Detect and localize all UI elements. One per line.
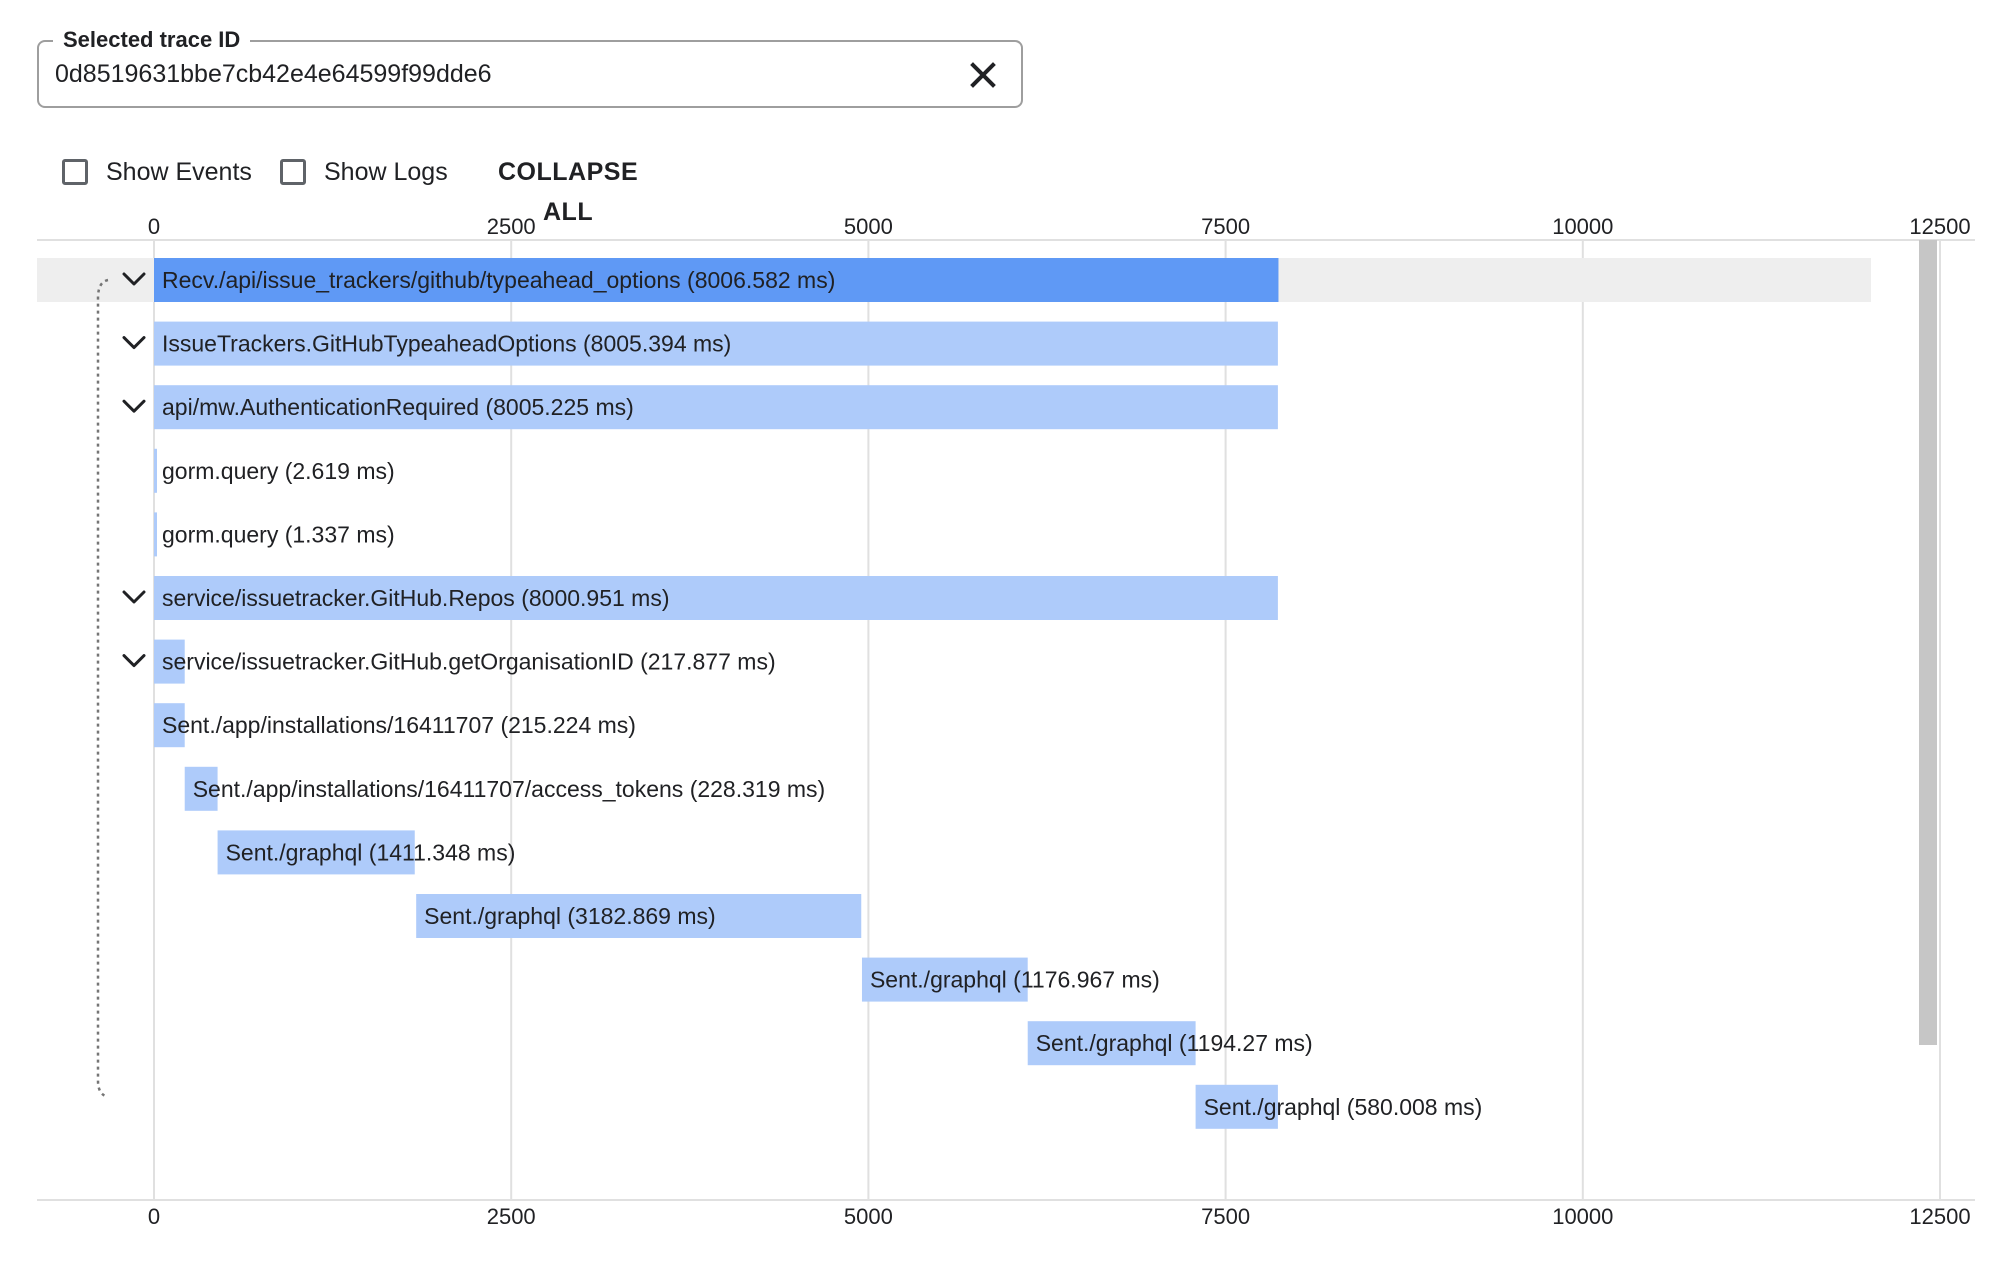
span-bar[interactable] — [1027, 1021, 1196, 1066]
span-bar[interactable] — [154, 321, 1278, 366]
span-bar[interactable] — [154, 639, 185, 684]
span-label[interactable]: IssueTrackers.GitHubTypeaheadOptions (80… — [162, 331, 731, 357]
bottom-tick-label: 10000 — [1552, 1204, 1613, 1229]
span-bar[interactable] — [861, 957, 1028, 1002]
show-events-checkbox[interactable] — [62, 159, 88, 185]
bottom-tick-label: 7500 — [1201, 1204, 1250, 1229]
bottom-tick-label: 2500 — [487, 1204, 536, 1229]
chevron-down-icon[interactable] — [122, 590, 146, 604]
span-label[interactable]: api/mw.AuthenticationRequired (8005.225 … — [162, 394, 634, 420]
span-label[interactable]: Sent./graphql (3182.869 ms) — [424, 903, 716, 929]
span-bar[interactable] — [416, 894, 862, 938]
bottom-tick-label: 12500 — [1909, 1204, 1970, 1229]
trace-id-label: Selected trace ID — [53, 26, 251, 54]
show-logs-label: Show Logs — [324, 157, 448, 186]
span-label[interactable]: service/issuetracker.GitHub.Repos (8000.… — [162, 585, 670, 611]
bottom-tick-label: 0 — [148, 1204, 160, 1229]
span-label[interactable]: service/issuetracker.GitHub.getOrganisat… — [162, 649, 776, 675]
close-icon — [970, 62, 996, 88]
chevron-down-icon[interactable] — [122, 272, 146, 286]
span-bar[interactable] — [217, 830, 415, 875]
show-events-label: Show Events — [106, 157, 252, 186]
span-label[interactable]: Sent./graphql (1176.967 ms) — [870, 967, 1160, 993]
top-tick-label: 0 — [148, 214, 160, 239]
trace-id-input[interactable] — [55, 56, 945, 92]
span-label[interactable]: gorm.query (2.619 ms) — [162, 458, 395, 484]
scrollbar-thumb[interactable] — [1919, 240, 1937, 1045]
span-bar[interactable] — [154, 512, 157, 557]
span-bar[interactable] — [154, 258, 1279, 302]
top-tick-label: 10000 — [1552, 214, 1613, 239]
span-bar[interactable] — [154, 703, 185, 748]
span-bar[interactable] — [1195, 1084, 1278, 1129]
span-bar[interactable] — [154, 385, 1278, 430]
chevron-down-icon[interactable] — [122, 654, 146, 668]
show-logs-toggle[interactable]: Show Logs — [280, 152, 448, 192]
span-label[interactable]: Recv./api/issue_trackers/github/typeahea… — [162, 267, 835, 293]
span-label[interactable]: Sent./graphql (1194.27 ms) — [1036, 1030, 1313, 1056]
span-label[interactable]: Sent./app/installations/16411707 (215.22… — [162, 712, 636, 738]
tree-connector-line — [96, 278, 109, 1099]
span-bar[interactable] — [154, 576, 1278, 620]
show-events-toggle[interactable]: Show Events — [62, 152, 252, 192]
top-tick-label: 7500 — [1201, 214, 1250, 239]
span-label[interactable]: Sent./graphql (580.008 ms) — [1204, 1094, 1483, 1120]
top-tick-label: 5000 — [844, 214, 893, 239]
span-label[interactable]: gorm.query (1.337 ms) — [162, 521, 395, 547]
chevron-down-icon[interactable] — [122, 399, 146, 413]
show-logs-checkbox[interactable] — [280, 159, 306, 185]
span-bar[interactable] — [154, 448, 157, 493]
chevron-down-icon[interactable] — [122, 336, 146, 350]
collapse-all-button[interactable]: COLLAPSE ALL — [498, 152, 638, 226]
trace-id-field: Selected trace ID — [37, 26, 1023, 108]
top-tick-label: 12500 — [1909, 214, 1970, 239]
top-tick-label: 2500 — [487, 214, 536, 239]
span-bar[interactable] — [184, 766, 218, 811]
bottom-tick-label: 5000 — [844, 1204, 893, 1229]
span-label[interactable]: Sent./graphql (1411.348 ms) — [226, 839, 516, 865]
clear-trace-button[interactable] — [963, 55, 1003, 95]
span-label[interactable]: Sent./app/installations/16411707/access_… — [193, 776, 825, 802]
